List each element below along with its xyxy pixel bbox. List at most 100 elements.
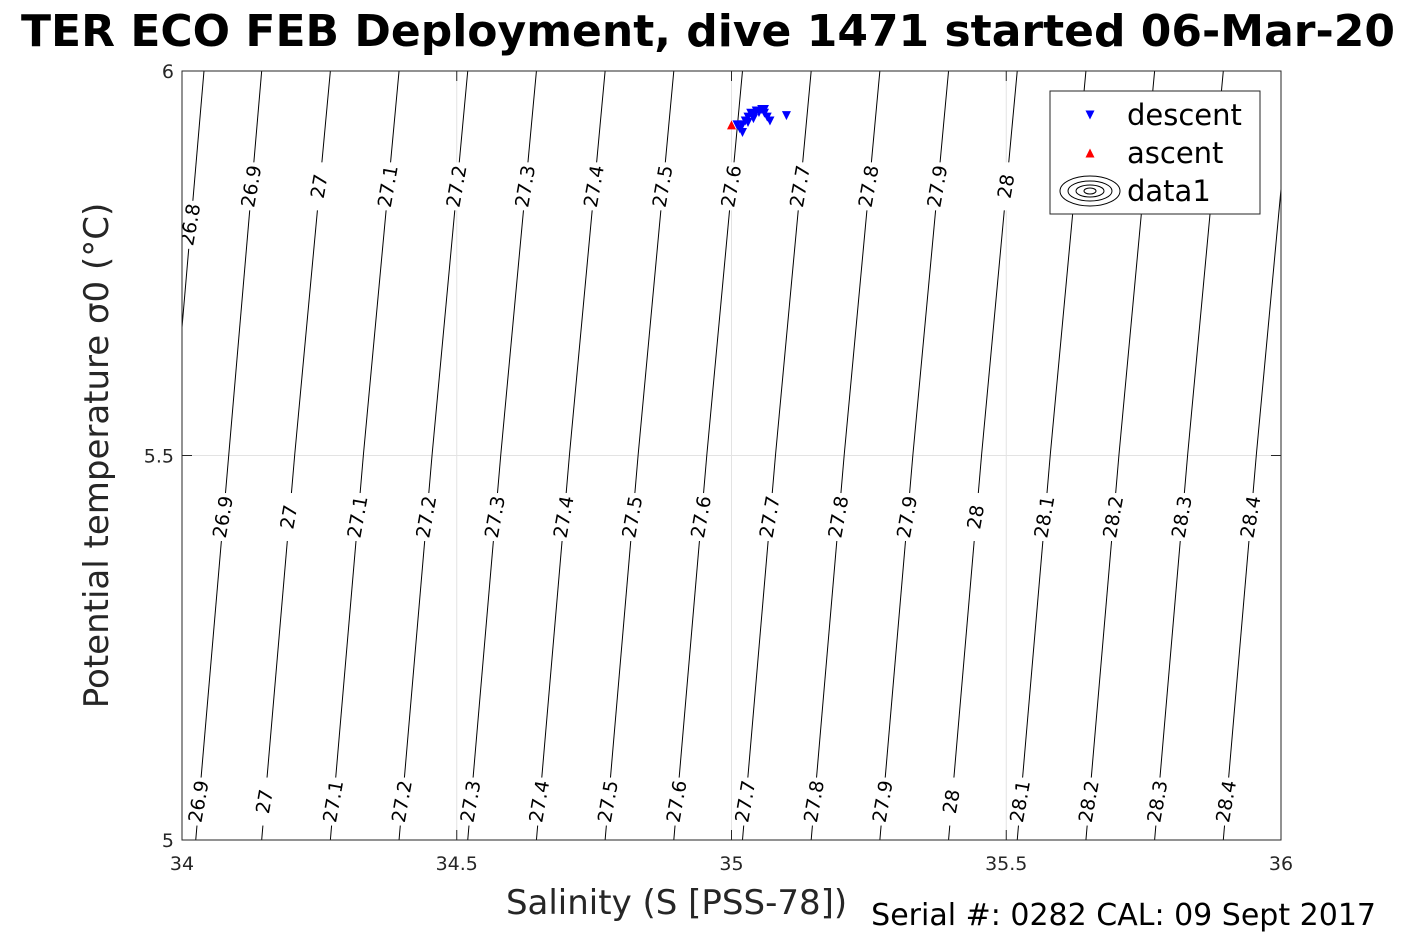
contour-label: 26.8 <box>176 202 205 247</box>
contour-label-bg <box>1170 493 1195 542</box>
contour-label-bg <box>182 200 203 249</box>
x-axis-label: Salinity (S [PSS-78]) <box>506 883 847 923</box>
contour-label-bg <box>414 493 439 542</box>
x-tick-label: 36 <box>1269 853 1293 875</box>
contour-label: 28 <box>963 503 989 531</box>
legend-label: ascent <box>1127 136 1223 170</box>
contour-label-bg <box>445 162 470 211</box>
descent-point <box>759 104 769 114</box>
legend-descent-icon <box>1085 110 1095 120</box>
footer-serial-cal: Serial #: 0282 CAL: 09 Sept 2017 <box>871 898 1376 933</box>
contour-line <box>431 71 469 456</box>
contour-line <box>912 71 950 456</box>
y-tick-label: 5.5 <box>144 446 174 468</box>
contour-line <box>228 71 263 456</box>
legend-contour-icon <box>1083 187 1097 195</box>
contour-label-bg <box>1008 777 1033 826</box>
contour-line <box>774 71 812 456</box>
contour-label-bg <box>826 493 851 542</box>
contour-label-bg <box>925 162 950 211</box>
contour-label-bg <box>596 777 621 826</box>
contour-label-bg <box>1214 777 1239 826</box>
contour-label-bg <box>211 493 236 542</box>
legend-contour-icon <box>1075 184 1105 198</box>
legend-label: data1 <box>1127 174 1211 208</box>
legend-contour-icon <box>1067 180 1113 202</box>
contour-label-bg <box>376 162 401 211</box>
contour-line <box>981 71 1018 456</box>
contour-label-bg <box>1077 777 1102 826</box>
contour-label-bg <box>994 162 1019 211</box>
contour-label-bg <box>552 493 577 542</box>
contour-label-bg <box>390 777 415 826</box>
contour-line <box>706 71 743 456</box>
contour-label-bg <box>459 777 484 826</box>
descent-point <box>765 116 775 126</box>
contour-label-bg <box>277 493 302 542</box>
chart-title: TER ECO FEB Deployment, dive 1471 starte… <box>21 6 1395 57</box>
descent-point <box>737 128 747 138</box>
contour-label-bg <box>895 493 920 542</box>
legend-ascent-icon <box>1085 148 1095 158</box>
x-tick-label: 35 <box>719 853 743 875</box>
descent-point <box>781 111 791 121</box>
ascent-point <box>727 120 736 130</box>
legend: descent ascent data1 <box>1049 90 1261 215</box>
contour-label-bg <box>665 777 690 826</box>
x-tick-label: 34.5 <box>436 853 478 875</box>
contour-label-bg <box>187 777 212 826</box>
contour-label-bg <box>582 162 607 211</box>
contour-label: 28 <box>994 173 1020 201</box>
contour-label-bg <box>733 777 758 826</box>
legend-contour-icon <box>1059 175 1121 207</box>
contour-label-bg <box>1145 777 1170 826</box>
contour-label-bg <box>307 162 332 211</box>
contour-label-bg <box>689 493 714 542</box>
contour-label: 28 <box>939 788 965 816</box>
y-tick-label: 5 <box>162 830 174 852</box>
contour-label-bg <box>483 493 508 542</box>
contour-label: 27 <box>276 503 302 531</box>
contour-label-bg <box>964 493 989 542</box>
descent-point <box>743 118 753 128</box>
contour-label-bg <box>1101 493 1126 542</box>
y-axis-label: Potential temperature σ0 (°C) <box>77 203 117 709</box>
contour-label-bg <box>527 777 552 826</box>
x-tick-label: 35.5 <box>985 853 1027 875</box>
descent-point <box>754 108 764 118</box>
contour-label-bg <box>346 493 371 542</box>
contour-label-bg <box>788 162 813 211</box>
contour-label-bg <box>758 493 783 542</box>
contour-line <box>182 71 205 334</box>
contour-group: 26.826.9 27 27.1 27.2 27.3 27.4 27.5 27.6 27.7 27… <box>176 71 1281 840</box>
contour-label-bg <box>1032 493 1057 542</box>
legend-box <box>1049 90 1261 215</box>
contour-label-bg <box>239 162 264 211</box>
contour-line <box>843 71 881 456</box>
contour-line <box>637 71 675 456</box>
contour-label-bg <box>939 777 964 826</box>
contour-label-bg <box>857 162 882 211</box>
contour-line <box>1255 183 1281 456</box>
contour-label-bg <box>719 162 744 211</box>
contour-label-bg <box>802 777 827 826</box>
contour-label-bg <box>871 777 896 826</box>
contour-label-bg <box>620 493 645 542</box>
contour-label-bg <box>651 162 676 211</box>
contour-line <box>362 71 400 456</box>
contour-line <box>568 71 606 456</box>
contour-label-bg <box>513 162 538 211</box>
contour-label-bg <box>252 777 277 826</box>
legend-label: descent <box>1127 98 1242 132</box>
contour-line <box>500 71 537 456</box>
contour-label-bg <box>321 777 346 826</box>
x-tick-label: 34 <box>170 853 194 875</box>
contour-label-bg <box>1238 493 1263 542</box>
contour-label: 27 <box>252 788 278 816</box>
points-group <box>727 104 791 138</box>
y-tick-label: 6 <box>162 61 174 83</box>
descent-point <box>748 114 758 124</box>
contour-label: 27 <box>307 173 333 201</box>
